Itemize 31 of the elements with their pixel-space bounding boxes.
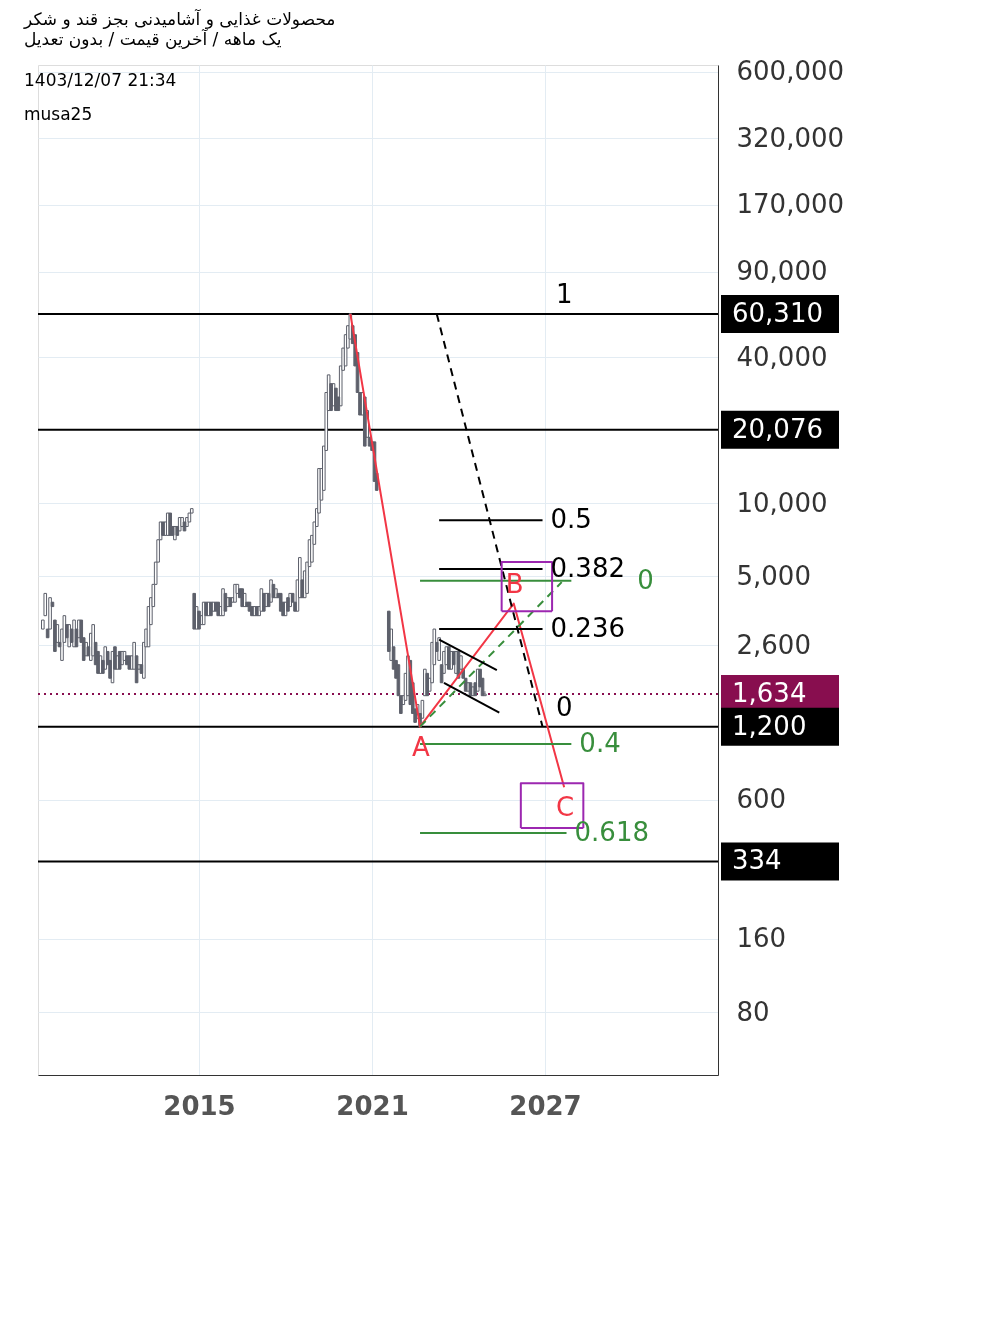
annotation: 0.5 xyxy=(550,504,592,535)
y-tick-label: 600 xyxy=(736,784,787,815)
y-tick-label: 90,000 xyxy=(736,256,828,287)
x-tick-label: 2021 xyxy=(336,1090,409,1121)
ref-line-label: 1,200 xyxy=(732,710,807,741)
y-tick-label: 40,000 xyxy=(736,341,828,372)
annotation: 0.4 xyxy=(579,728,621,759)
annotation: 0.618 xyxy=(574,817,649,848)
annotation: 0 xyxy=(556,691,573,722)
ref-line-label: 1,634 xyxy=(732,678,807,709)
ref-line-label: 334 xyxy=(732,845,782,876)
annotation: C xyxy=(556,792,575,823)
y-tick-label: 160 xyxy=(736,923,787,954)
y-tick-label: 2,600 xyxy=(736,629,811,660)
annotation: 1 xyxy=(556,278,573,309)
y-tick-label: 320,000 xyxy=(736,122,845,153)
ref-line-label: 60,310 xyxy=(732,297,823,328)
annotation: musa25 xyxy=(24,104,93,124)
y-tick-label: 10,000 xyxy=(736,487,828,518)
x-tick-label: 2027 xyxy=(509,1090,582,1121)
y-tick-label: 80 xyxy=(736,996,770,1027)
annotation: 0 xyxy=(637,564,654,595)
annotation: 0.236 xyxy=(550,613,625,644)
y-tick-label: 170,000 xyxy=(736,189,845,220)
y-tick-label: 600,000 xyxy=(736,56,845,87)
chart-title: محصولات غذایی و آشامیدنی بجز قند و شکر xyxy=(23,7,336,29)
ref-line-label: 20,076 xyxy=(732,413,823,444)
annotation: A xyxy=(411,731,430,762)
y-tick-label: 5,000 xyxy=(736,560,811,591)
x-tick-label: 2015 xyxy=(163,1090,236,1121)
annotation: 1403/12/07 21:34 xyxy=(24,70,177,90)
